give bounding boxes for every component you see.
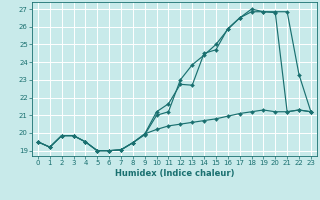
X-axis label: Humidex (Indice chaleur): Humidex (Indice chaleur) bbox=[115, 169, 234, 178]
